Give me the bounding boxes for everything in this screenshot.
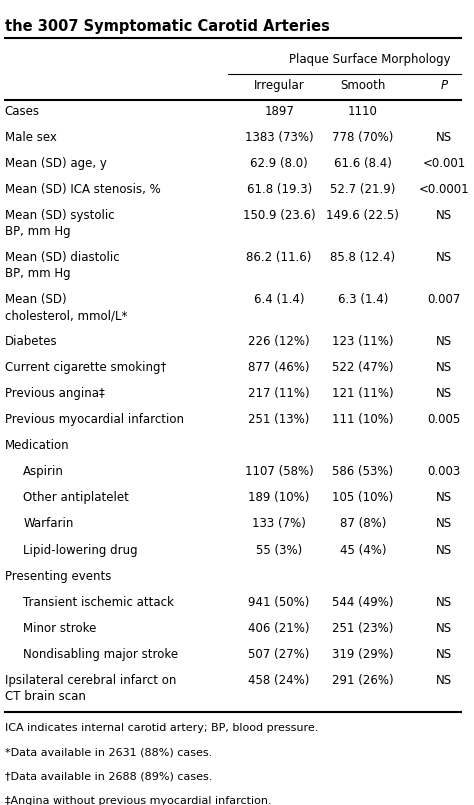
Text: 226 (12%): 226 (12%) [248, 335, 310, 348]
Text: NS: NS [436, 674, 452, 687]
Text: 86.2 (11.6): 86.2 (11.6) [246, 251, 312, 264]
Text: Male sex: Male sex [5, 131, 56, 144]
Text: Mean (SD)
cholesterol, mmol/L*: Mean (SD) cholesterol, mmol/L* [5, 293, 127, 322]
Text: 149.6 (22.5): 149.6 (22.5) [327, 209, 399, 222]
Text: 0.007: 0.007 [428, 293, 461, 306]
Text: 778 (70%): 778 (70%) [332, 131, 393, 144]
Text: 0.005: 0.005 [428, 413, 461, 426]
Text: NS: NS [436, 491, 452, 505]
Text: 123 (11%): 123 (11%) [332, 335, 393, 348]
Text: 189 (10%): 189 (10%) [248, 491, 310, 505]
Text: *Data available in 2631 (88%) cases.: *Data available in 2631 (88%) cases. [5, 747, 212, 758]
Text: Smooth: Smooth [340, 79, 385, 92]
Text: Other antiplatelet: Other antiplatelet [23, 491, 129, 505]
Text: 1383 (73%): 1383 (73%) [245, 131, 313, 144]
Text: Aspirin: Aspirin [23, 465, 64, 478]
Text: 6.3 (1.4): 6.3 (1.4) [337, 293, 388, 306]
Text: Transient ischemic attack: Transient ischemic attack [23, 596, 174, 609]
Text: Mean (SD) ICA stenosis, %: Mean (SD) ICA stenosis, % [5, 184, 160, 196]
Text: Irregular: Irregular [254, 79, 304, 92]
Text: Mean (SD) age, y: Mean (SD) age, y [5, 157, 107, 170]
Text: 291 (26%): 291 (26%) [332, 674, 394, 687]
Text: Mean (SD) systolic
BP, mm Hg: Mean (SD) systolic BP, mm Hg [5, 209, 114, 238]
Text: NS: NS [436, 543, 452, 556]
Text: 522 (47%): 522 (47%) [332, 361, 393, 374]
Text: 251 (23%): 251 (23%) [332, 621, 393, 635]
Text: †Data available in 2688 (89%) cases.: †Data available in 2688 (89%) cases. [5, 772, 212, 782]
Text: NS: NS [436, 251, 452, 264]
Text: NS: NS [436, 335, 452, 348]
Text: Plaque Surface Morphology: Plaque Surface Morphology [289, 53, 451, 66]
Text: ‡Angina without previous myocardial infarction.: ‡Angina without previous myocardial infa… [5, 796, 271, 805]
Text: Medication: Medication [5, 440, 69, 452]
Text: 406 (21%): 406 (21%) [248, 621, 310, 635]
Text: 61.8 (19.3): 61.8 (19.3) [246, 184, 312, 196]
Text: 0.003: 0.003 [428, 465, 461, 478]
Text: <0.0001: <0.0001 [419, 184, 470, 196]
Text: 507 (27%): 507 (27%) [248, 648, 310, 661]
Text: 133 (7%): 133 (7%) [252, 518, 306, 530]
Text: NS: NS [436, 131, 452, 144]
Text: Warfarin: Warfarin [23, 518, 73, 530]
Text: 1107 (58%): 1107 (58%) [245, 465, 313, 478]
Text: Lipid-lowering drug: Lipid-lowering drug [23, 543, 138, 556]
Text: 62.9 (8.0): 62.9 (8.0) [250, 157, 308, 170]
Text: the 3007 Symptomatic Carotid Arteries: the 3007 Symptomatic Carotid Arteries [5, 19, 329, 34]
Text: Diabetes: Diabetes [5, 335, 57, 348]
Text: P: P [441, 79, 448, 92]
Text: NS: NS [436, 596, 452, 609]
Text: 251 (13%): 251 (13%) [248, 413, 310, 426]
Text: 85.8 (12.4): 85.8 (12.4) [330, 251, 395, 264]
Text: NS: NS [436, 387, 452, 400]
Text: NS: NS [436, 361, 452, 374]
Text: NS: NS [436, 621, 452, 635]
Text: 941 (50%): 941 (50%) [248, 596, 310, 609]
Text: 55 (3%): 55 (3%) [256, 543, 302, 556]
Text: NS: NS [436, 518, 452, 530]
Text: 319 (29%): 319 (29%) [332, 648, 393, 661]
Text: ICA indicates internal carotid artery; BP, blood pressure.: ICA indicates internal carotid artery; B… [5, 723, 318, 733]
Text: <0.001: <0.001 [423, 157, 466, 170]
Text: Nondisabling major stroke: Nondisabling major stroke [23, 648, 178, 661]
Text: 458 (24%): 458 (24%) [248, 674, 310, 687]
Text: 87 (8%): 87 (8%) [340, 518, 386, 530]
Text: Ipsilateral cerebral infarct on
CT brain scan: Ipsilateral cerebral infarct on CT brain… [5, 674, 176, 703]
Text: 6.4 (1.4): 6.4 (1.4) [254, 293, 304, 306]
Text: 150.9 (23.6): 150.9 (23.6) [243, 209, 315, 222]
Text: Previous angina‡: Previous angina‡ [5, 387, 104, 400]
Text: NS: NS [436, 209, 452, 222]
Text: Previous myocardial infarction: Previous myocardial infarction [5, 413, 183, 426]
Text: 45 (4%): 45 (4%) [339, 543, 386, 556]
Text: 544 (49%): 544 (49%) [332, 596, 393, 609]
Text: 586 (53%): 586 (53%) [332, 465, 393, 478]
Text: Cases: Cases [5, 105, 40, 118]
Text: 111 (10%): 111 (10%) [332, 413, 393, 426]
Text: Mean (SD) diastolic
BP, mm Hg: Mean (SD) diastolic BP, mm Hg [5, 251, 119, 280]
Text: 1110: 1110 [348, 105, 378, 118]
Text: 121 (11%): 121 (11%) [332, 387, 394, 400]
Text: 217 (11%): 217 (11%) [248, 387, 310, 400]
Text: Presenting events: Presenting events [5, 570, 111, 583]
Text: 61.6 (8.4): 61.6 (8.4) [334, 157, 392, 170]
Text: NS: NS [436, 648, 452, 661]
Text: 105 (10%): 105 (10%) [332, 491, 393, 505]
Text: Minor stroke: Minor stroke [23, 621, 97, 635]
Text: 1897: 1897 [264, 105, 294, 118]
Text: 52.7 (21.9): 52.7 (21.9) [330, 184, 396, 196]
Text: 877 (46%): 877 (46%) [248, 361, 310, 374]
Text: Current cigarette smoking†: Current cigarette smoking† [5, 361, 166, 374]
